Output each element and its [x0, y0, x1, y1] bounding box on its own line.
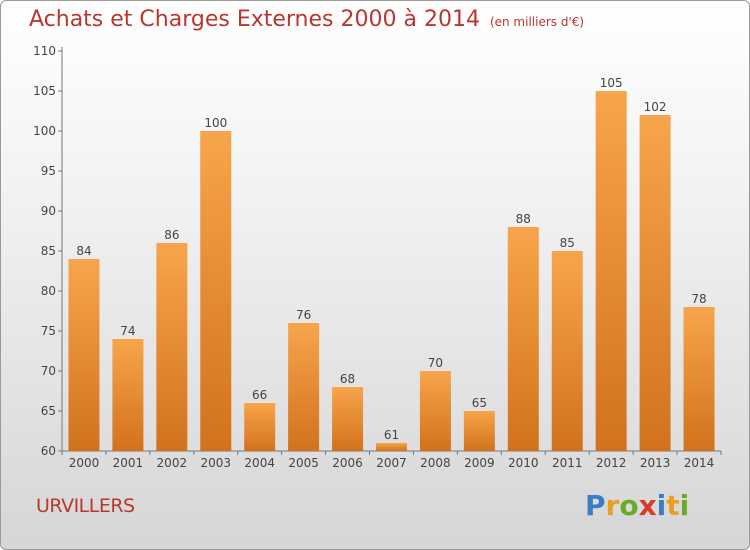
y-tick-label: 60 [41, 444, 56, 458]
data-label: 88 [516, 212, 531, 226]
data-label: 78 [691, 292, 706, 306]
bar [112, 339, 144, 451]
x-tick-label: 2009 [464, 456, 495, 470]
y-tick-label: 80 [41, 284, 56, 298]
y-tick-label: 95 [41, 164, 56, 178]
data-label: 84 [76, 244, 91, 258]
unit-note: (en milliers d'€) [489, 15, 585, 29]
x-tick-label: 2001 [113, 456, 144, 470]
x-tick-label: 2000 [69, 456, 100, 470]
data-labels: 84 74 86 100 66 76 68 61 70 65 88 85 105 102 78 [76, 76, 706, 442]
y-tick-label: 90 [41, 204, 56, 218]
proxiti-logo: Proxiti [585, 489, 689, 522]
logo-letter: P [585, 489, 606, 522]
data-label: 76 [296, 308, 311, 322]
data-label: 86 [164, 228, 179, 242]
x-tick-label: 2005 [288, 456, 319, 470]
commune-name: URVILLERS [36, 495, 135, 517]
bar [200, 131, 232, 451]
data-label: 61 [384, 428, 399, 442]
data-label: 105 [600, 76, 623, 90]
x-tick-label: 2003 [200, 456, 231, 470]
x-tick-label: 2010 [508, 456, 539, 470]
y-tick-label: 105 [33, 84, 56, 98]
logo-letter: i [656, 489, 667, 522]
bar [551, 251, 583, 451]
x-tick-label: 2013 [640, 456, 671, 470]
bar [595, 91, 627, 451]
x-tick-label: 2012 [596, 456, 627, 470]
data-label: 74 [120, 324, 135, 338]
data-label: 68 [340, 372, 355, 386]
x-tick-label: 2014 [684, 456, 715, 470]
data-label: 70 [428, 356, 443, 370]
data-label: 100 [204, 116, 227, 130]
logo-letter: o [619, 489, 639, 522]
x-tick-label: 2008 [420, 456, 451, 470]
y-tick-label: 65 [41, 404, 56, 418]
y-tick-label: 85 [41, 244, 56, 258]
title-text: Achats et Charges Externes 2000 à 2014 [29, 7, 480, 32]
bar [419, 371, 451, 451]
x-tick-label: 2002 [157, 456, 188, 470]
logo-letter: r [605, 489, 620, 522]
bar [683, 307, 715, 451]
bars [68, 91, 715, 451]
bar [156, 243, 188, 451]
x-tick-label: 2011 [552, 456, 583, 470]
data-label: 102 [644, 100, 667, 114]
logo-letter: t [666, 489, 680, 522]
bar [68, 259, 100, 451]
bar [639, 115, 671, 451]
chart-title: Achats et Charges Externes 2000 à 2014 (e… [29, 7, 584, 32]
y-tick-label: 75 [41, 324, 56, 338]
data-label: 85 [560, 236, 575, 250]
bar [288, 323, 320, 451]
x-tick-label: 2004 [244, 456, 275, 470]
x-tick-label: 2006 [332, 456, 363, 470]
bar [244, 403, 276, 451]
logo-letter: i [679, 489, 690, 522]
bar [463, 411, 495, 451]
x-tick-label: 2007 [376, 456, 407, 470]
y-tick-label: 100 [33, 124, 56, 138]
bar [507, 227, 539, 451]
data-label: 66 [252, 388, 267, 402]
axes: 60 65 70 75 80 85 90 95 100 105 110 2000 2001 2002 200… [33, 44, 722, 470]
y-tick-label: 110 [33, 44, 56, 58]
bar [332, 387, 364, 451]
y-tick-label: 70 [41, 364, 56, 378]
logo-letter: x [638, 489, 657, 522]
bar [376, 443, 407, 451]
data-label: 65 [472, 396, 487, 410]
